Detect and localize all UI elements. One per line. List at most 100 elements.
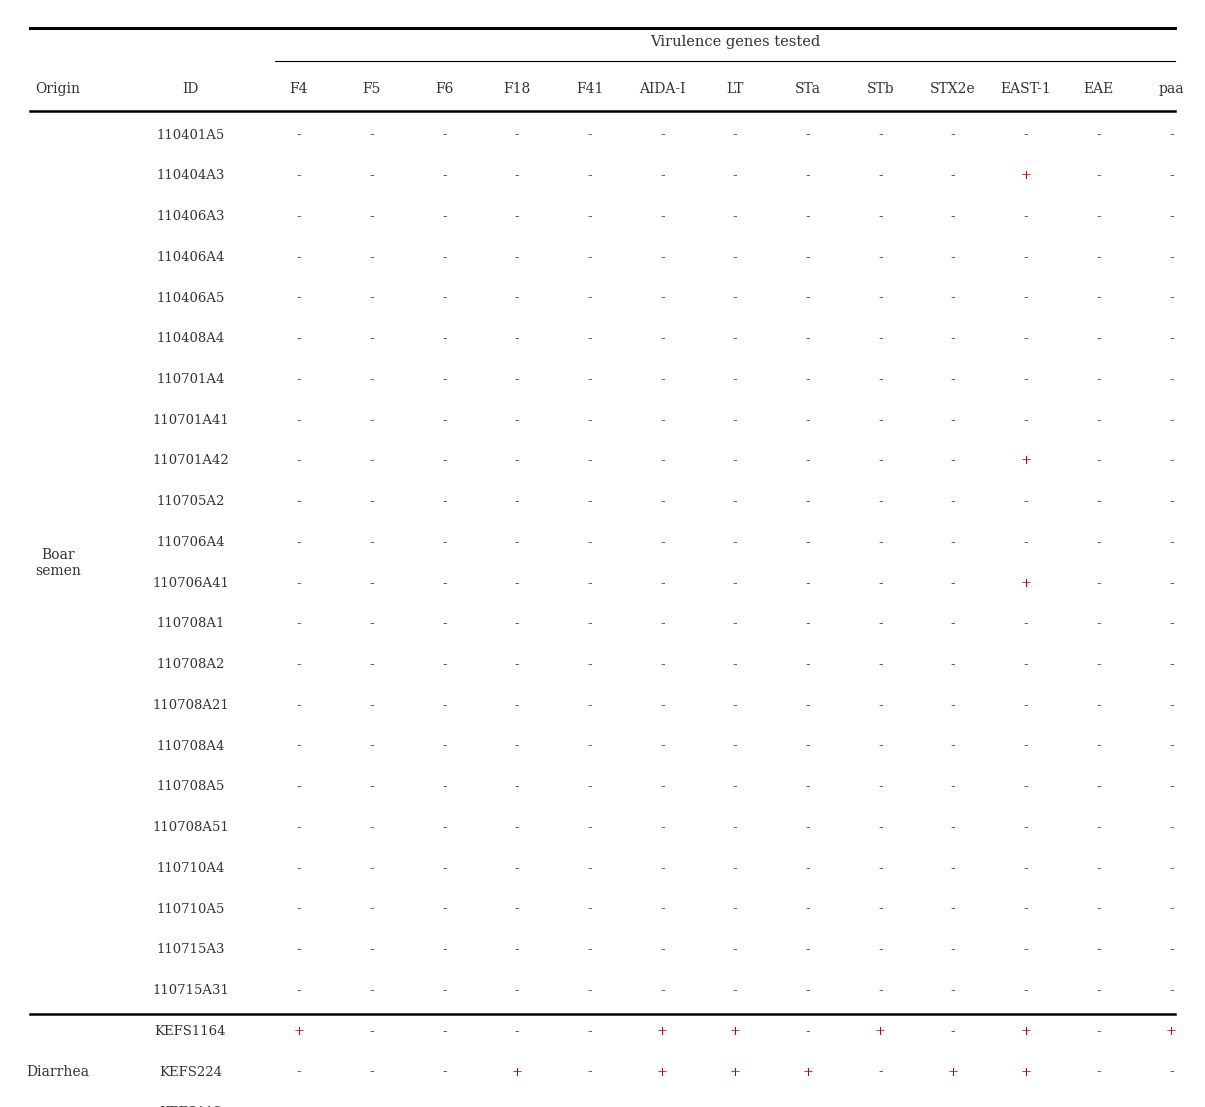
Text: -: - xyxy=(951,902,956,915)
Text: -: - xyxy=(587,455,592,467)
Text: +: + xyxy=(1021,1025,1031,1037)
Text: -: - xyxy=(805,291,810,304)
Text: -: - xyxy=(515,739,519,753)
Text: -: - xyxy=(587,618,592,630)
Text: -: - xyxy=(296,780,301,794)
Text: -: - xyxy=(296,251,301,263)
Text: -: - xyxy=(1097,210,1101,223)
Text: -: - xyxy=(1169,659,1174,671)
Text: -: - xyxy=(951,1025,956,1037)
Text: -: - xyxy=(1097,455,1101,467)
Text: 110706A4: 110706A4 xyxy=(157,536,224,549)
Text: -: - xyxy=(733,577,737,590)
Text: -: - xyxy=(515,780,519,794)
Text: -: - xyxy=(1097,821,1101,834)
Text: EAST-1: EAST-1 xyxy=(1000,82,1051,95)
Text: -: - xyxy=(660,455,665,467)
Text: -: - xyxy=(1097,902,1101,915)
Text: -: - xyxy=(515,251,519,263)
Text: -: - xyxy=(369,739,374,753)
Text: -: - xyxy=(369,1066,374,1078)
Text: -: - xyxy=(369,291,374,304)
Text: 110715A3: 110715A3 xyxy=(157,943,224,956)
Text: -: - xyxy=(660,495,665,508)
Text: -: - xyxy=(587,414,592,426)
Text: -: - xyxy=(1023,332,1028,345)
Text: -: - xyxy=(660,414,665,426)
Text: -: - xyxy=(296,536,301,549)
Text: -: - xyxy=(951,984,956,997)
Text: -: - xyxy=(587,739,592,753)
Text: AIDA-I: AIDA-I xyxy=(639,82,686,95)
Text: -: - xyxy=(1097,699,1101,712)
Text: -: - xyxy=(296,169,301,183)
Text: -: - xyxy=(805,821,810,834)
Text: -: - xyxy=(805,943,810,956)
Text: Origin: Origin xyxy=(35,82,81,95)
Text: -: - xyxy=(660,128,665,142)
Text: -: - xyxy=(878,373,883,386)
Text: -: - xyxy=(1023,618,1028,630)
Text: -: - xyxy=(733,455,737,467)
Text: -: - xyxy=(660,739,665,753)
Text: -: - xyxy=(296,862,301,875)
Text: -: - xyxy=(878,862,883,875)
Text: -: - xyxy=(733,862,737,875)
Text: -: - xyxy=(805,373,810,386)
Text: -: - xyxy=(1169,780,1174,794)
Text: -: - xyxy=(442,414,447,426)
Text: -: - xyxy=(1169,169,1174,183)
Text: -: - xyxy=(1097,739,1101,753)
Text: -: - xyxy=(1097,577,1101,590)
Text: -: - xyxy=(660,902,665,915)
Text: -: - xyxy=(1169,577,1174,590)
Text: -: - xyxy=(369,902,374,915)
Text: -: - xyxy=(951,210,956,223)
Text: -: - xyxy=(805,455,810,467)
Text: -: - xyxy=(878,210,883,223)
Text: -: - xyxy=(733,984,737,997)
Text: -: - xyxy=(733,536,737,549)
Text: -: - xyxy=(515,536,519,549)
Text: -: - xyxy=(296,128,301,142)
Text: 110708A21: 110708A21 xyxy=(152,699,229,712)
Text: -: - xyxy=(369,1025,374,1037)
Text: -: - xyxy=(369,251,374,263)
Text: -: - xyxy=(1097,862,1101,875)
Text: 110406A3: 110406A3 xyxy=(157,210,224,223)
Text: 110701A42: 110701A42 xyxy=(152,455,229,467)
Text: -: - xyxy=(296,210,301,223)
Text: +: + xyxy=(511,1066,523,1078)
Text: -: - xyxy=(296,291,301,304)
Text: -: - xyxy=(733,169,737,183)
Text: -: - xyxy=(805,659,810,671)
Text: -: - xyxy=(733,210,737,223)
Text: -: - xyxy=(515,618,519,630)
Text: -: - xyxy=(1169,251,1174,263)
Text: -: - xyxy=(805,536,810,549)
Text: -: - xyxy=(515,902,519,915)
Text: -: - xyxy=(733,251,737,263)
Text: -: - xyxy=(442,332,447,345)
Text: -: - xyxy=(296,739,301,753)
Text: -: - xyxy=(369,373,374,386)
Text: +: + xyxy=(1021,169,1031,183)
Text: -: - xyxy=(369,943,374,956)
Text: -: - xyxy=(878,699,883,712)
Text: -: - xyxy=(878,984,883,997)
Text: +: + xyxy=(657,1025,668,1037)
Text: -: - xyxy=(1097,780,1101,794)
Text: -: - xyxy=(1023,739,1028,753)
Text: KEFS224: KEFS224 xyxy=(159,1066,222,1078)
Text: -: - xyxy=(733,943,737,956)
Text: -: - xyxy=(733,291,737,304)
Text: -: - xyxy=(878,780,883,794)
Text: +: + xyxy=(293,1025,305,1037)
Text: -: - xyxy=(805,699,810,712)
Text: -: - xyxy=(587,699,592,712)
Text: 110701A41: 110701A41 xyxy=(152,414,229,426)
Text: F18: F18 xyxy=(504,82,530,95)
Text: -: - xyxy=(1097,373,1101,386)
Text: -: - xyxy=(805,1025,810,1037)
Text: -: - xyxy=(1023,210,1028,223)
